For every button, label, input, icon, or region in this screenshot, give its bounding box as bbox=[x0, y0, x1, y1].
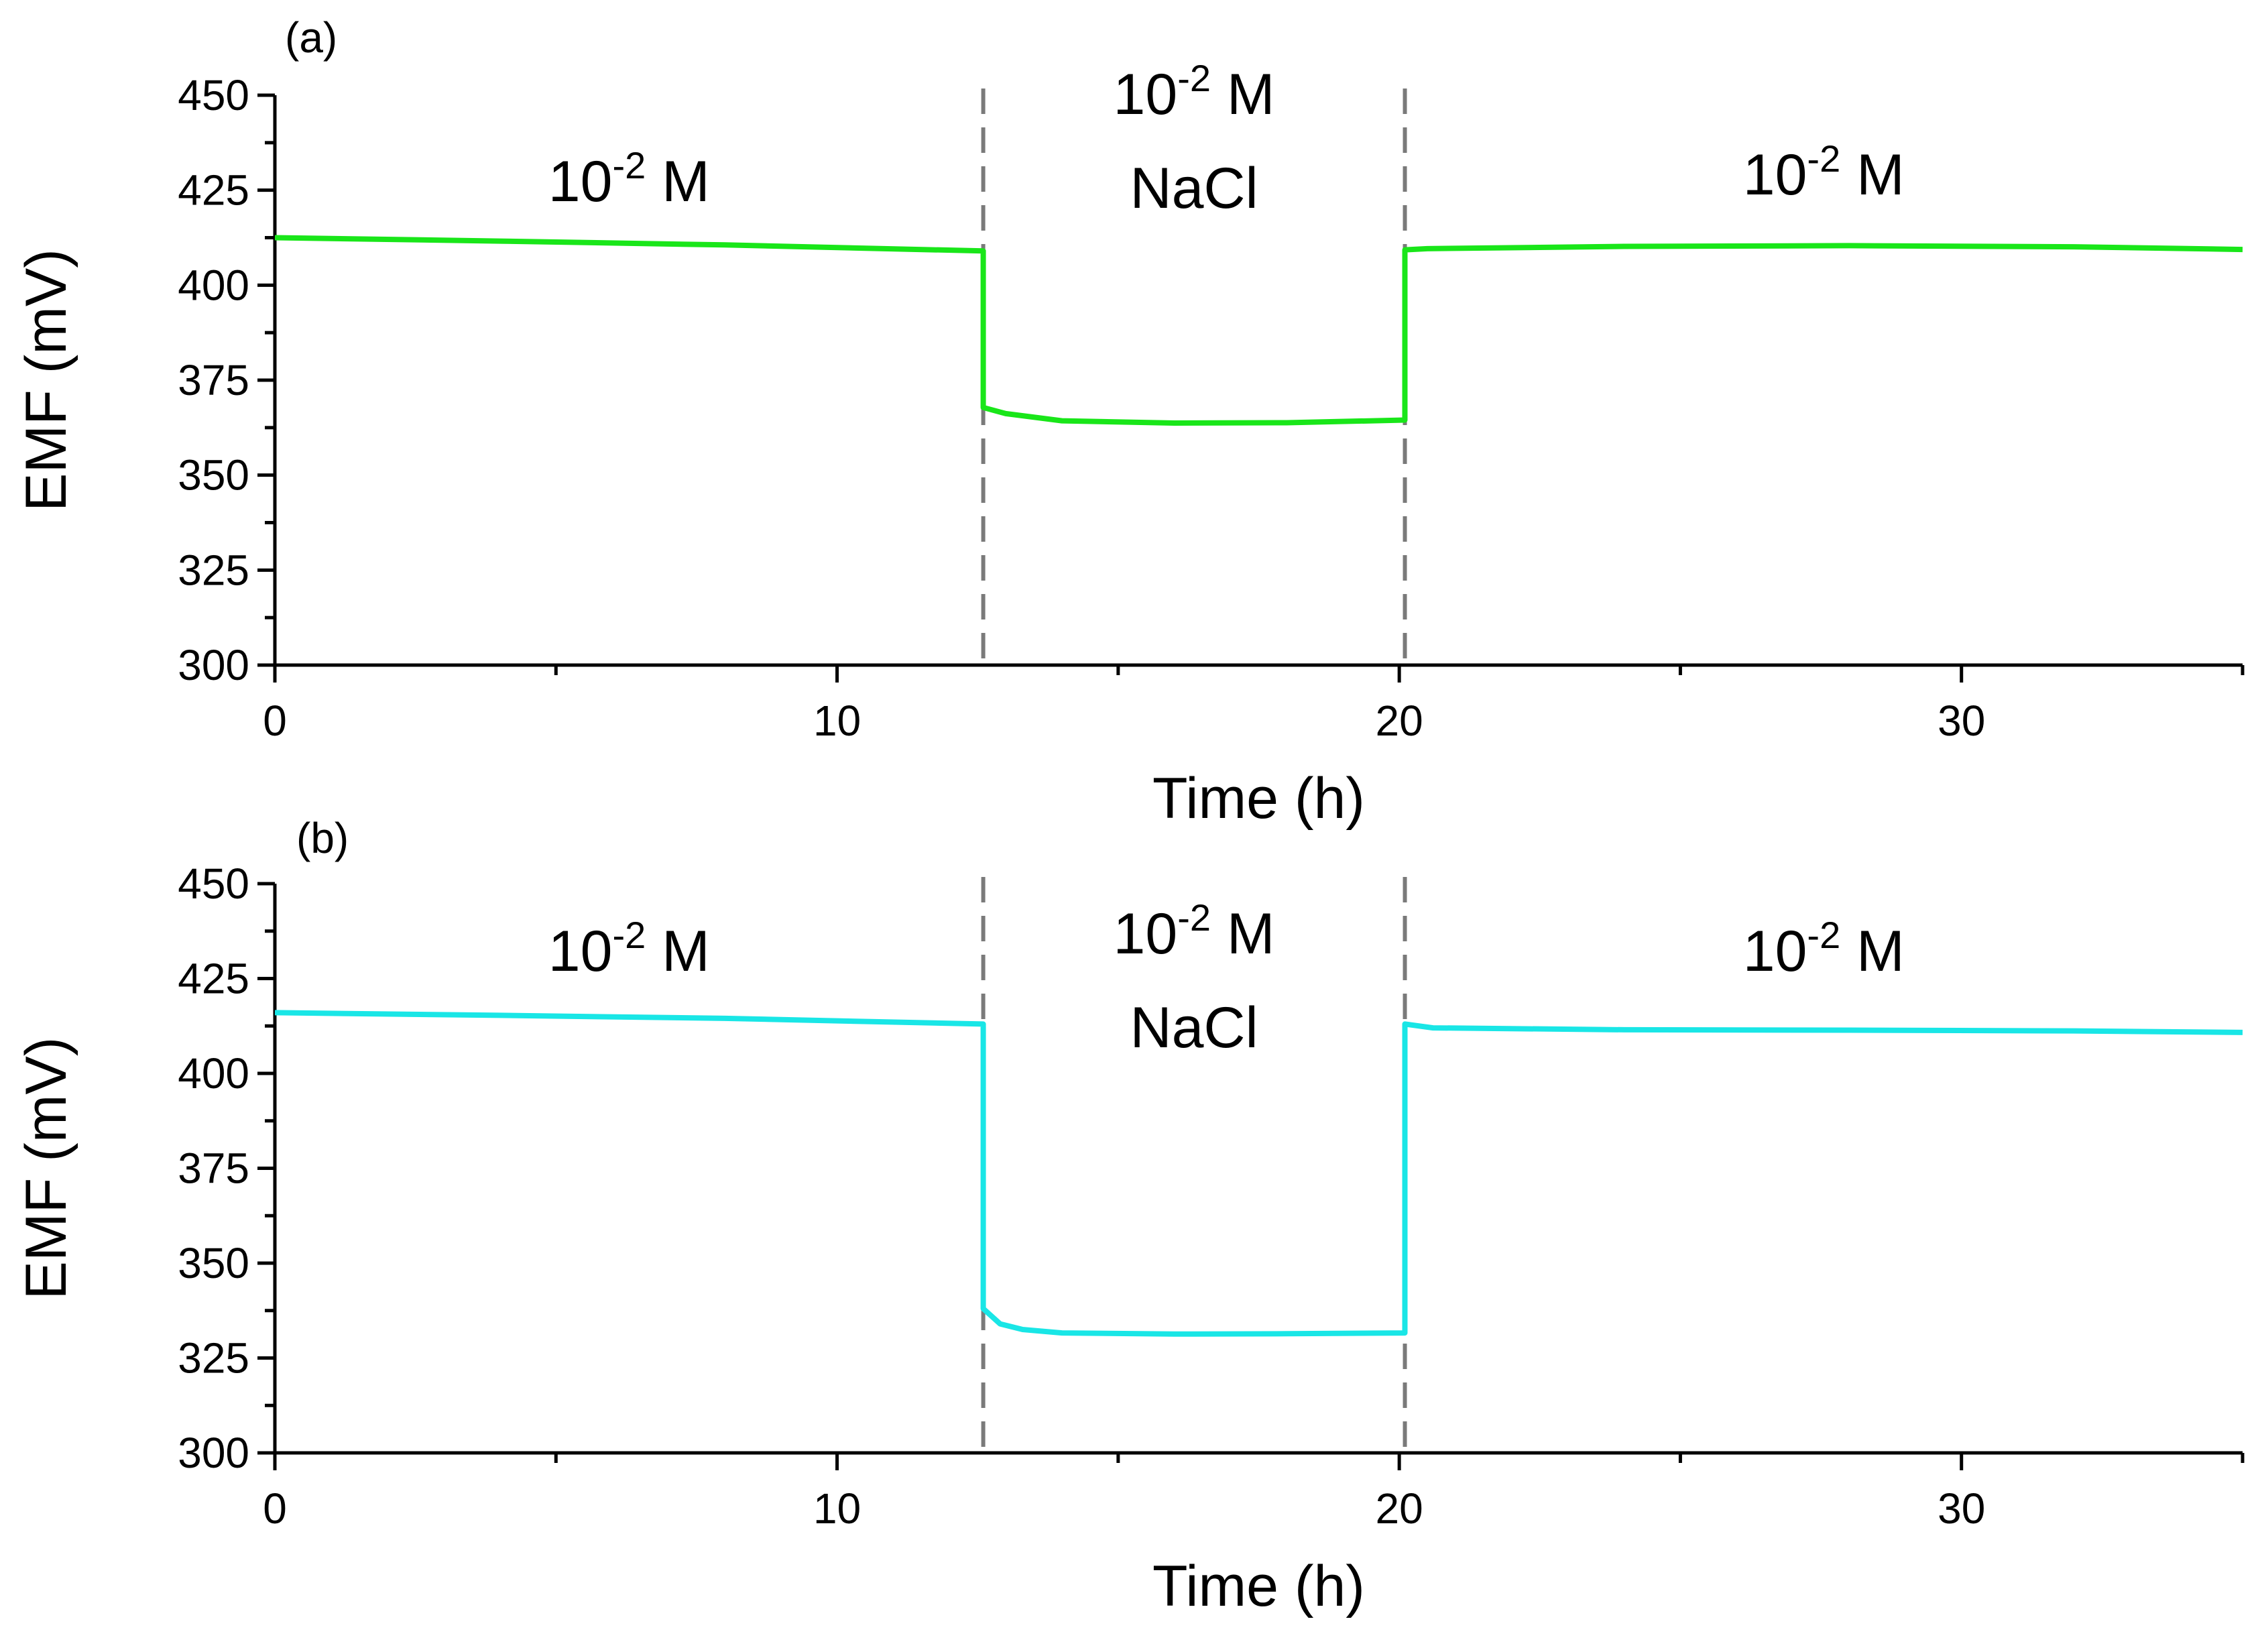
y-tick-label: 400 bbox=[178, 261, 249, 309]
region-label: 10-2 M bbox=[548, 914, 710, 984]
x-tick-label: 20 bbox=[1376, 1484, 1423, 1533]
y-tick-label: 325 bbox=[178, 1334, 249, 1382]
y-axis-title: EMF (mV) bbox=[14, 249, 78, 512]
panel-label: (a) bbox=[285, 13, 337, 62]
panel-label: (b) bbox=[296, 814, 349, 862]
region-label: 10-2 M bbox=[1743, 137, 1905, 207]
x-tick-label: 10 bbox=[813, 697, 861, 745]
x-tick-label: 0 bbox=[263, 697, 287, 745]
x-tick-label: 10 bbox=[813, 1484, 861, 1533]
region-label: 10-2 M bbox=[1743, 914, 1905, 984]
y-tick-label: 300 bbox=[178, 1429, 249, 1477]
y-axis-title: EMF (mV) bbox=[14, 1037, 78, 1300]
y-tick-label: 450 bbox=[178, 71, 249, 119]
y-tick-label: 325 bbox=[178, 546, 249, 594]
y-tick-label: 450 bbox=[178, 860, 249, 908]
x-tick-label: 20 bbox=[1376, 697, 1423, 745]
region-label-line2: NaCl bbox=[1130, 156, 1258, 221]
y-tick-label: 300 bbox=[178, 641, 249, 689]
region-label: 10-2 M bbox=[1114, 57, 1275, 127]
x-tick-label: 0 bbox=[263, 1484, 287, 1533]
region-label: 10-2 M bbox=[1114, 896, 1275, 966]
series-line bbox=[274, 1010, 2243, 1337]
x-axis-title: Time (h) bbox=[1152, 766, 1365, 831]
x-axis-title: Time (h) bbox=[1152, 1554, 1365, 1618]
y-tick-label: 425 bbox=[178, 166, 249, 215]
y-tick-label: 400 bbox=[178, 1049, 249, 1098]
chart-panel-b: 300 325 350 375 400 425 450 0 10 20 30 Time (h) EMF … bbox=[14, 814, 2245, 1618]
x-tick-label: 30 bbox=[1938, 1484, 1985, 1533]
y-tick-label: 375 bbox=[178, 1144, 249, 1193]
y-tick-label: 350 bbox=[178, 1239, 249, 1287]
y-tick-label: 375 bbox=[178, 356, 249, 404]
x-tick-label: 30 bbox=[1938, 697, 1985, 745]
region-label: 10-2 M bbox=[548, 144, 710, 214]
y-tick-label: 425 bbox=[178, 955, 249, 1003]
series-line bbox=[274, 235, 2243, 426]
y-tick-label: 350 bbox=[178, 451, 249, 499]
chart-panel-a: 300 325 350 375 400 425 450 0 10 20 30 Time (h) EMF … bbox=[14, 13, 2245, 831]
region-label-line2: NaCl bbox=[1130, 996, 1258, 1060]
